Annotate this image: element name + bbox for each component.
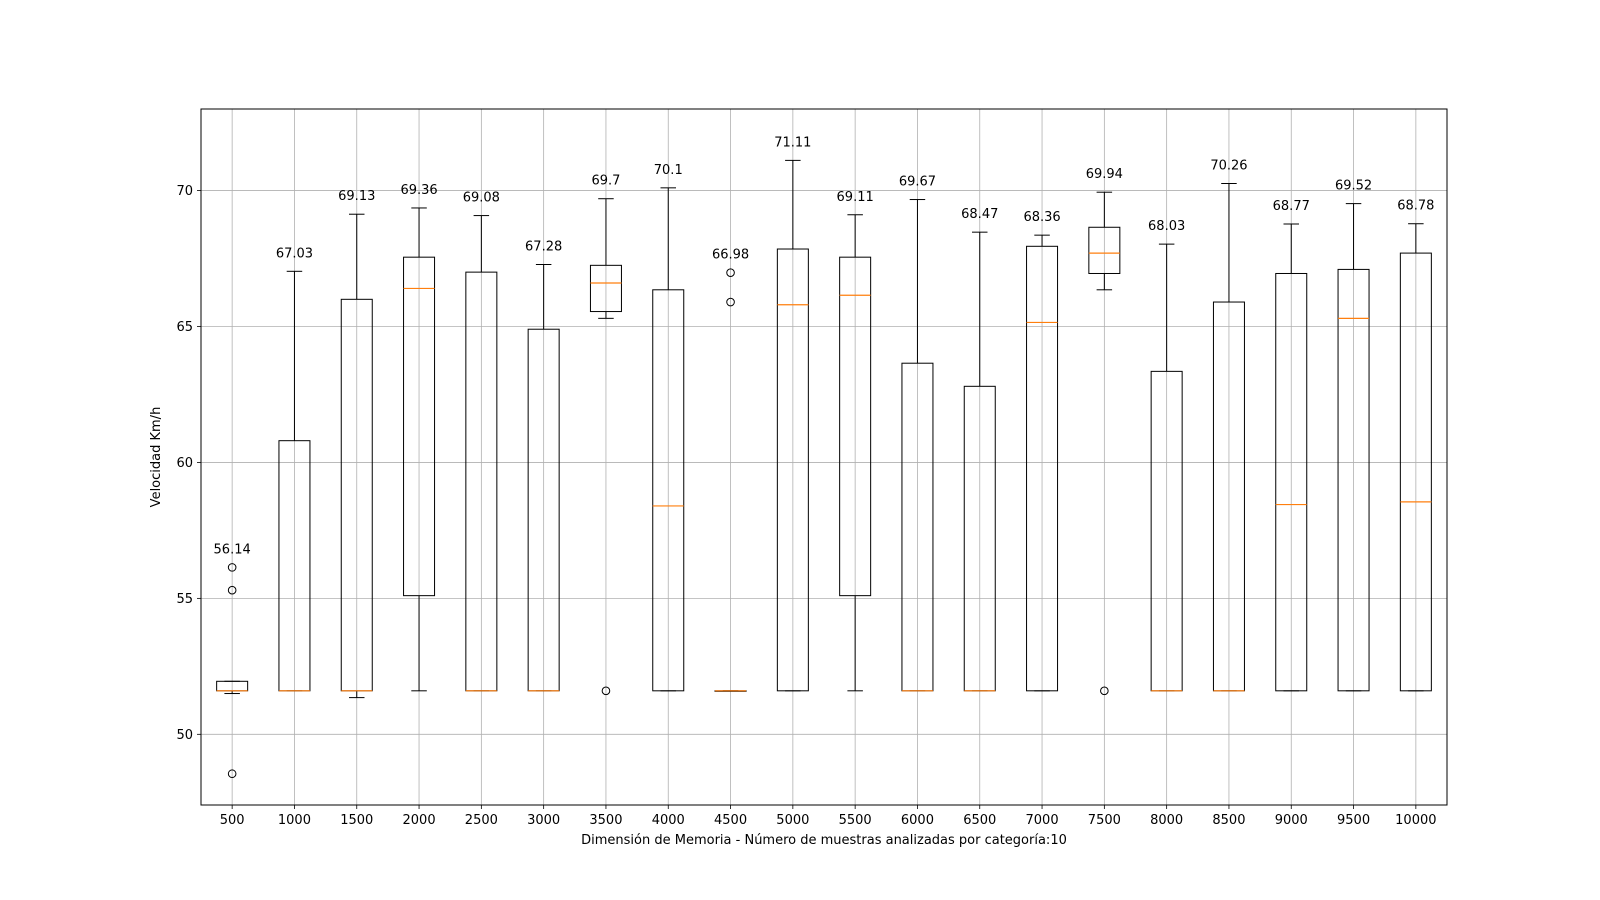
- y-axis-label: Velocidad Km/h: [149, 407, 164, 508]
- x-tick-label: 8500: [1212, 813, 1245, 828]
- x-tick-label: 8000: [1150, 813, 1183, 828]
- max-value-label: 69.67: [899, 175, 936, 190]
- max-value-label: 67.03: [276, 246, 313, 261]
- y-tick-label: 50: [176, 728, 193, 743]
- x-tick-label: 9500: [1337, 813, 1370, 828]
- x-tick-label: 2000: [403, 813, 436, 828]
- outlier-point: [227, 585, 237, 595]
- box-2500: [465, 215, 498, 692]
- box-iqr: [589, 264, 622, 313]
- box-iqr: [1088, 226, 1121, 274]
- box-8000: [1150, 243, 1183, 692]
- max-value-label: 67.28: [525, 240, 562, 255]
- x-tick-label: 6000: [901, 813, 934, 828]
- x-axis-label: Dimensión de Memoria - Número de muestra…: [581, 833, 1067, 848]
- box-6000: [901, 199, 934, 692]
- x-tick-label: 5500: [839, 813, 872, 828]
- max-value-label: 68.47: [961, 207, 998, 222]
- x-tick-label: 9000: [1275, 813, 1308, 828]
- max-value-label: 69.52: [1335, 179, 1372, 194]
- y-tick-label: 65: [176, 320, 193, 335]
- max-value-label: 70.1: [654, 163, 683, 178]
- outlier-point: [726, 268, 735, 277]
- box-iqr: [1337, 268, 1370, 692]
- x-tick-label: 500: [220, 813, 245, 828]
- outlier-point: [227, 769, 237, 779]
- y-tick-label: 55: [176, 592, 193, 607]
- box-500: [216, 563, 249, 779]
- x-tick-label: 6500: [963, 813, 996, 828]
- max-value-label: 56.14: [214, 542, 251, 557]
- max-value-label: 68.03: [1148, 219, 1185, 234]
- x-tick-label: 3500: [589, 813, 622, 828]
- outlier-point: [601, 686, 611, 696]
- max-value-label: 69.36: [400, 183, 437, 198]
- box-iqr: [652, 289, 685, 692]
- box-9000: [1275, 223, 1308, 692]
- x-tick-label: 1500: [340, 813, 373, 828]
- outlier-point: [726, 297, 735, 307]
- box-iqr: [1399, 252, 1432, 692]
- x-tick-label: 2500: [465, 813, 498, 828]
- box-8500: [1212, 182, 1245, 692]
- box-3500: [589, 198, 622, 696]
- box-iqr: [776, 248, 809, 692]
- box-iqr: [1026, 245, 1059, 692]
- max-value-label: 69.11: [837, 190, 874, 205]
- x-tick-label: 7000: [1026, 813, 1059, 828]
- y-tick-label: 70: [176, 184, 193, 199]
- box-1500: [340, 213, 373, 699]
- box-series: [216, 159, 1432, 779]
- x-tick-label: 5000: [776, 813, 809, 828]
- box-6500: [963, 231, 996, 692]
- max-value-label: 70.26: [1210, 158, 1247, 173]
- box-5500: [839, 214, 872, 692]
- x-tick-label: 4000: [652, 813, 685, 828]
- max-value-label: 68.77: [1273, 199, 1310, 214]
- max-value-label: 68.36: [1023, 210, 1060, 225]
- max-value-label: 69.08: [463, 191, 500, 206]
- max-value-label: 69.94: [1086, 167, 1123, 182]
- box-7500: [1088, 191, 1121, 696]
- outlier-point: [227, 563, 237, 572]
- max-labels: 56.14 67.03 69.13 69.36 69.08 67.28 69.7 70.1 66…: [214, 135, 1435, 557]
- box-iqr: [839, 256, 872, 597]
- box-iqr: [1275, 272, 1308, 692]
- max-value-label: 69.7: [591, 174, 620, 189]
- x-tick-label: 4500: [714, 813, 747, 828]
- box-2000: [403, 207, 436, 692]
- grid-lines: [201, 109, 1447, 805]
- axes: 50 55 60 65 70 500 1000 1500 2000 2500 3000 3500 400…: [176, 184, 1436, 828]
- max-value-label: 66.98: [712, 248, 749, 263]
- box-9500: [1337, 203, 1370, 692]
- box-5000: [776, 159, 809, 692]
- y-tick-label: 60: [176, 456, 193, 471]
- x-tick-label: 7500: [1088, 813, 1121, 828]
- max-value-label: 69.13: [338, 189, 375, 204]
- x-tick-label: 10000: [1395, 813, 1436, 828]
- box-3000: [527, 264, 560, 692]
- plot-area-frame: [200, 108, 1448, 806]
- box-1000: [278, 270, 311, 692]
- box-4500: [714, 268, 747, 692]
- x-tick-label: 3000: [527, 813, 560, 828]
- max-value-label: 71.11: [774, 135, 811, 150]
- box-10000: [1399, 223, 1432, 692]
- outlier-point: [1100, 686, 1109, 696]
- box-iqr: [403, 256, 436, 597]
- max-value-label: 68.78: [1397, 199, 1434, 214]
- box-4000: [652, 187, 685, 692]
- box-7000: [1026, 234, 1059, 692]
- x-tick-label: 1000: [278, 813, 311, 828]
